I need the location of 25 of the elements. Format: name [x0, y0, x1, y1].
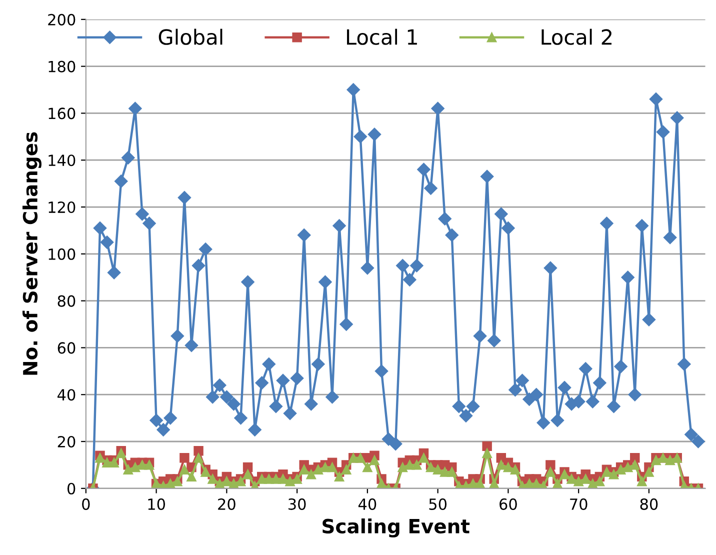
y-tick-label: 60: [58, 342, 76, 354]
y-tick-label: 0: [67, 482, 76, 494]
x-tick-label: 30: [288, 498, 306, 510]
x-tick-label: 60: [500, 498, 517, 510]
y-tick-label: 140: [48, 154, 76, 166]
x-tick-label: 10: [148, 498, 166, 510]
x-tick-label: 0: [82, 498, 90, 510]
y-axis-title: No. of Server Changes: [22, 132, 42, 375]
y-tick-label: 180: [48, 60, 76, 72]
legend-label: Local 1: [347, 28, 417, 45]
y-tick-label: 20: [58, 436, 76, 448]
x-axis-title: Scaling Event: [322, 518, 470, 538]
y-tick-label: 160: [48, 108, 76, 120]
x-tick-label: 40: [358, 498, 376, 510]
x-tick-label: 80: [640, 498, 658, 510]
legend-label: Global: [158, 28, 222, 45]
y-tick-label: 200: [48, 14, 76, 26]
y-tick-label: 100: [48, 248, 76, 260]
y-tick-label: 80: [58, 295, 76, 307]
legend-label: Local 2: [542, 28, 612, 45]
y-tick-label: 120: [48, 201, 76, 214]
y-tick-label: 40: [58, 389, 76, 401]
x-tick-label: 70: [570, 498, 588, 510]
x-tick-label: 20: [218, 498, 236, 510]
x-tick-label: 50: [429, 498, 447, 510]
